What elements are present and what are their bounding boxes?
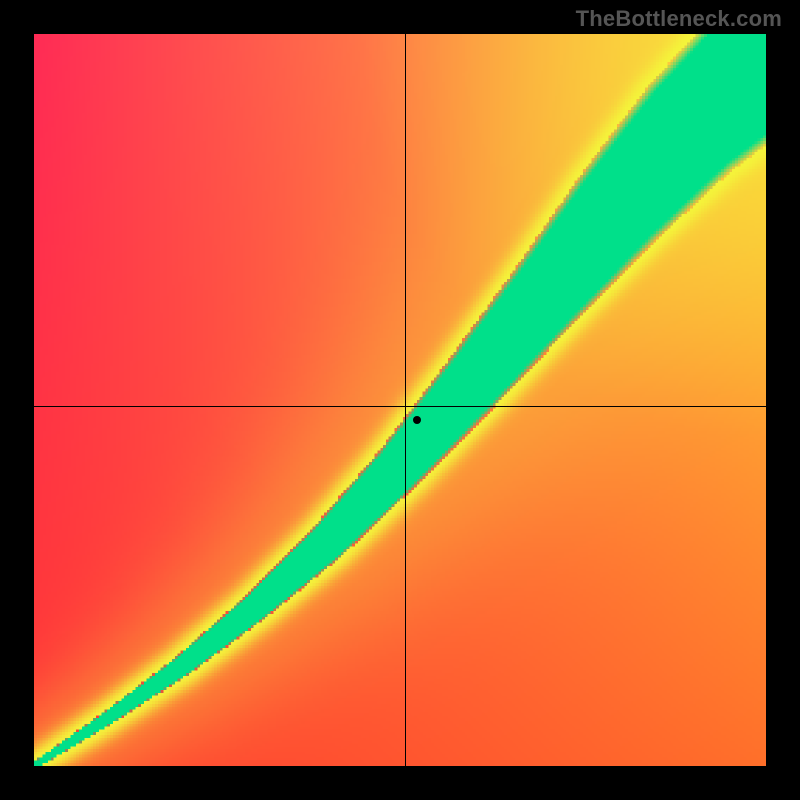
watermark-text: TheBottleneck.com [576, 6, 782, 32]
heatmap-plot [34, 34, 766, 766]
heatmap-canvas [34, 34, 766, 766]
figure-root: TheBottleneck.com [0, 0, 800, 800]
